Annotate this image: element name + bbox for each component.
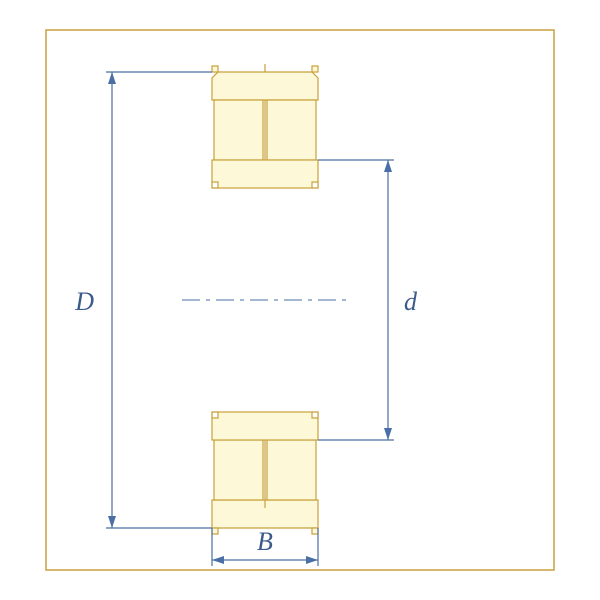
roller — [214, 100, 263, 160]
bearing-bottom-half — [212, 412, 318, 534]
outer-flange-right — [312, 66, 318, 72]
arrowhead — [306, 556, 318, 564]
outer-flange-left — [212, 66, 218, 72]
label-d: d — [404, 287, 418, 316]
outer-flange-left — [212, 528, 218, 534]
inner-race — [212, 160, 318, 188]
outer-flange-right — [312, 528, 318, 534]
bearing-top-half — [212, 64, 318, 188]
arrowhead — [108, 516, 116, 528]
roller — [267, 440, 316, 500]
inner-notch — [312, 412, 318, 418]
label-B: B — [257, 527, 273, 556]
inner-notch — [312, 182, 318, 188]
label-D: D — [74, 287, 94, 316]
arrowhead — [108, 72, 116, 84]
roller — [214, 440, 263, 500]
inner-notch — [212, 412, 218, 418]
roller — [267, 100, 316, 160]
bearing-diagram: Dd B — [0, 0, 600, 600]
inner-notch — [212, 182, 218, 188]
arrowhead — [384, 428, 392, 440]
arrowhead — [212, 556, 224, 564]
arrowhead — [384, 160, 392, 172]
inner-race — [212, 412, 318, 440]
outer-race — [212, 72, 318, 100]
